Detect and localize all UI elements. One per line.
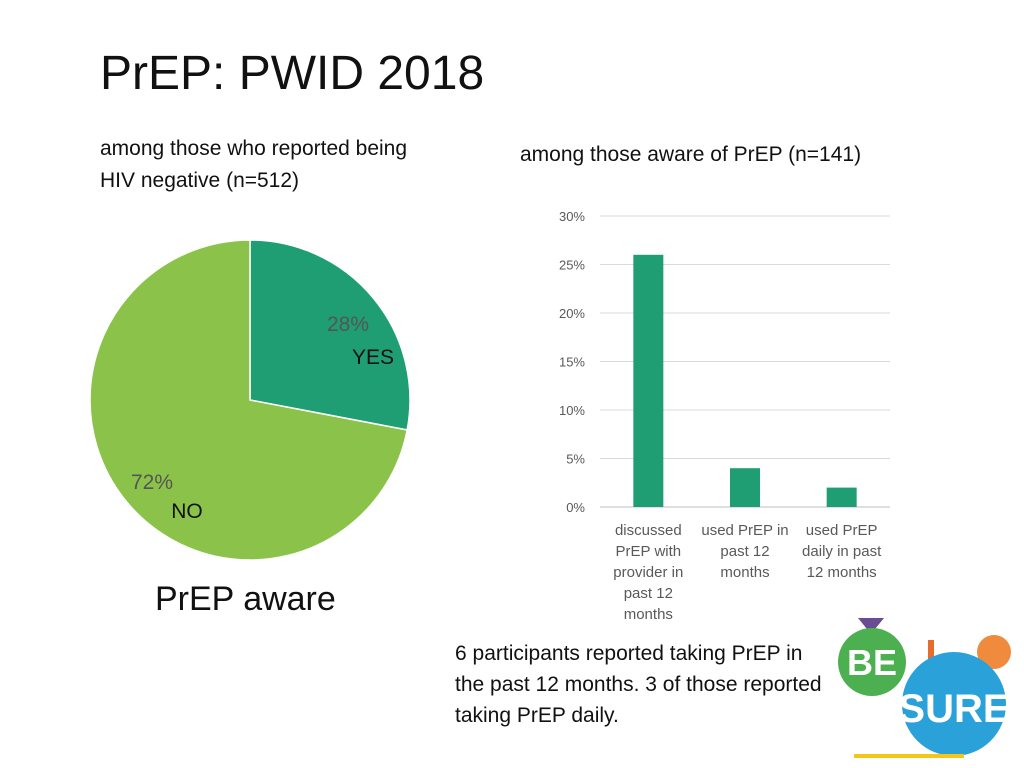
logo-sure-text: SURE — [898, 687, 1009, 731]
x-tick-label-line: provider in — [613, 564, 683, 581]
x-tick-label-line: PrEP with — [616, 543, 682, 560]
bar — [826, 487, 857, 507]
x-tick-label: used PrEP daily in past 12 months — [802, 522, 882, 581]
x-tick-label-line: months — [624, 606, 673, 623]
y-tick-label: 30% — [559, 209, 585, 224]
x-tick-label-line: months — [720, 564, 769, 581]
logo-be-text: BE — [847, 642, 897, 683]
x-tick-label-line: discussed — [615, 522, 682, 539]
logo-be-circle — [838, 628, 906, 696]
y-tick-label: 10% — [559, 403, 585, 418]
x-tick-label-line: past 12 — [624, 585, 673, 602]
logo-sure-circle — [902, 652, 1006, 756]
bar — [730, 468, 760, 507]
x-tick-label: used PrEP in past 12 months — [701, 522, 788, 581]
bar — [633, 254, 664, 507]
x-tick-label-line: past 12 — [720, 543, 769, 560]
y-tick-label: 25% — [559, 258, 585, 273]
summary-note: 6 participants reported taking PrEP in t… — [455, 642, 822, 727]
pie-caption: PrEP aware — [155, 580, 336, 618]
pie-slice-no — [89, 239, 409, 561]
x-tick-label-line: used PrEP in — [701, 522, 788, 539]
pie-category-label: NO — [171, 500, 203, 523]
logo-underline — [854, 754, 964, 758]
x-tick-label-line: 12 months — [807, 564, 877, 581]
logo-triangle-icon — [858, 618, 884, 634]
x-tick-label-line: used PrEP — [806, 522, 878, 539]
y-tick-label: 0% — [566, 500, 585, 515]
y-tick-label: 20% — [559, 306, 585, 321]
x-tick-label-line: daily in past — [802, 543, 882, 560]
pie-slice-yes — [249, 239, 411, 431]
pie-subtitle: among those who reported being HIV negat… — [100, 137, 408, 192]
logo-bar — [928, 640, 934, 662]
x-tick-label: discussed PrEP with provider in past 12 mont… — [613, 522, 683, 623]
y-tick-label: 15% — [559, 355, 585, 370]
pie-value-label: 28% — [327, 313, 369, 336]
logo-orange-dot — [977, 635, 1011, 669]
y-tick-label: 5% — [566, 452, 585, 467]
pie-value-label: 72% — [131, 471, 173, 494]
bar-subtitle: among those aware of PrEP (n=141) — [520, 143, 862, 166]
slide-title: PrEP: PWID 2018 — [100, 47, 485, 100]
besure-logo: BE SURE — [838, 618, 1011, 758]
pie-category-label: YES — [352, 346, 394, 369]
